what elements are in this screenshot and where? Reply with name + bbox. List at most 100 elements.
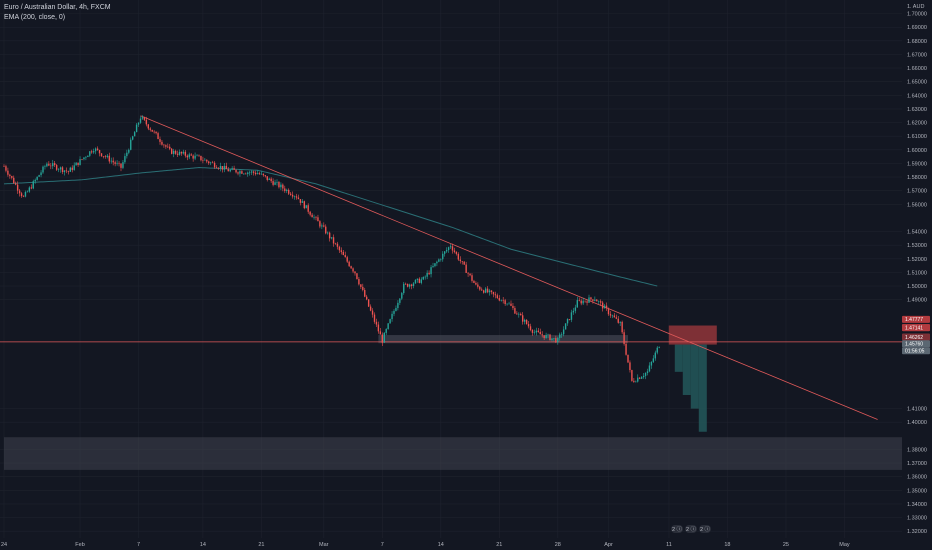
candle-body-279 xyxy=(547,334,549,336)
candle-body-306 xyxy=(600,301,602,303)
candle-body-134 xyxy=(264,175,266,177)
candle-body-5 xyxy=(13,177,15,184)
candle-body-318 xyxy=(623,332,625,344)
candle-body-88 xyxy=(174,150,177,154)
price-tick-23: 1.38000 xyxy=(907,447,927,453)
time-axis-background xyxy=(0,538,932,550)
candle-body-150 xyxy=(295,196,298,198)
price-tick-11: 1.59000 xyxy=(907,161,927,167)
toolbar-button-0[interactable] xyxy=(671,525,683,533)
candle-body-220 xyxy=(432,266,434,268)
candle-body-202 xyxy=(397,302,399,309)
candle-body-191 xyxy=(375,321,378,325)
chart-legend: Euro / Australian Dollar, 4h, FXCM EMA (… xyxy=(4,3,111,23)
candle-body-311 xyxy=(609,314,612,316)
candle-body-321 xyxy=(629,362,631,371)
time-tick-7: 14 xyxy=(438,542,444,548)
candle-body-106 xyxy=(210,162,212,164)
candle-body-55 xyxy=(110,160,112,162)
candle-body-54 xyxy=(108,155,110,162)
candle-body-269 xyxy=(527,323,530,327)
candle-body-65 xyxy=(130,139,132,150)
candle-body-250 xyxy=(490,290,493,292)
price-tick-12: 1.58000 xyxy=(907,175,927,181)
candle-body-30 xyxy=(61,167,64,173)
price-tick-6: 1.64000 xyxy=(907,93,927,99)
indicator-label[interactable]: EMA (200, close, 0) xyxy=(4,14,66,21)
symbol-title[interactable]: Euro / Australian Dollar, 4h, FXCM xyxy=(4,4,111,11)
candle-body-281 xyxy=(551,338,553,341)
candle-body-274 xyxy=(537,330,539,333)
candle-body-222 xyxy=(436,261,438,264)
candle-body-171 xyxy=(336,243,339,247)
candle-body-31 xyxy=(63,170,66,173)
candle-body-104 xyxy=(206,159,208,162)
candle-body-70 xyxy=(139,118,142,123)
time-tick-5: Mar xyxy=(319,542,329,548)
candle-body-268 xyxy=(525,319,528,324)
candle-body-207 xyxy=(406,283,409,287)
candle-body-206 xyxy=(405,283,407,285)
time-tick-2: 7 xyxy=(137,542,140,548)
candle-body-323 xyxy=(633,380,635,382)
zone-1 xyxy=(4,437,902,470)
candle-body-295 xyxy=(578,300,580,301)
toolbar-button-2[interactable] xyxy=(699,525,711,533)
candle-body-68 xyxy=(135,124,138,133)
candle-body-243 xyxy=(477,284,479,287)
toolbar-button-1[interactable] xyxy=(685,525,697,533)
price-tick-15: 1.54000 xyxy=(907,230,927,236)
time-tick-11: 11 xyxy=(666,542,672,548)
price-tick-8: 1.62000 xyxy=(907,121,927,127)
candle-body-214 xyxy=(420,279,422,283)
price-tick-16: 1.53000 xyxy=(907,243,927,249)
candle-body-16 xyxy=(34,179,36,182)
candle-body-232 xyxy=(455,251,458,254)
candle-body-249 xyxy=(488,290,491,293)
candle-body-133 xyxy=(262,173,265,176)
candle-body-216 xyxy=(424,276,426,278)
candle-body-76 xyxy=(151,129,153,132)
candle-body-9 xyxy=(20,193,23,197)
candle-body-309 xyxy=(605,305,608,309)
candle-body-242 xyxy=(475,282,477,285)
candle-body-305 xyxy=(598,301,600,302)
candle-body-235 xyxy=(461,261,463,262)
candle-body-208 xyxy=(408,284,411,287)
candle-body-11 xyxy=(24,192,27,197)
candle-body-97 xyxy=(192,155,194,159)
price-tick-10: 1.60000 xyxy=(907,148,927,154)
candle-body-69 xyxy=(137,122,140,125)
candle-body-85 xyxy=(169,146,171,149)
candle-body-8 xyxy=(18,190,21,194)
candle-body-87 xyxy=(172,150,175,154)
candle-body-335 xyxy=(656,347,658,353)
candle-body-148 xyxy=(291,194,294,197)
candle-body-14 xyxy=(30,187,32,189)
bottom-toolbar[interactable]: 2 ⓘ 2 ⓘ 2 ⓘ xyxy=(671,525,711,533)
candle-body-168 xyxy=(330,237,333,239)
candle-body-155 xyxy=(305,205,307,209)
candle-body-165 xyxy=(325,226,327,234)
candle-body-98 xyxy=(194,155,196,159)
price-tag-3: 1.46262 xyxy=(905,335,923,341)
price-tick-24: 1.37000 xyxy=(907,461,927,467)
candle-body-294 xyxy=(576,300,578,308)
candle-body-239 xyxy=(469,273,471,276)
candle-body-248 xyxy=(486,288,489,293)
price-tag-0: 1.47777 xyxy=(905,317,923,323)
time-tick-6: 7 xyxy=(381,542,384,548)
candle-body-1 xyxy=(5,166,7,171)
candle-body-223 xyxy=(438,259,440,262)
time-axis[interactable]: 24 Feb 7 14 21 Mar 7 14 21 28 Apr 11 18 25 May xyxy=(0,538,932,550)
candle-body-3 xyxy=(9,174,11,177)
candle-body-126 xyxy=(249,172,251,174)
candle-body-193 xyxy=(379,331,382,335)
candle-body-32 xyxy=(65,170,68,172)
time-tick-3: 14 xyxy=(200,542,206,548)
candle-body-333 xyxy=(652,358,655,362)
price-tick-27: 1.34000 xyxy=(907,502,927,508)
price-axis[interactable]: 1. AUD 1.70000 1.69000 1.68000 1.67000 1.6600… xyxy=(902,0,932,550)
candle-body-238 xyxy=(467,272,469,274)
